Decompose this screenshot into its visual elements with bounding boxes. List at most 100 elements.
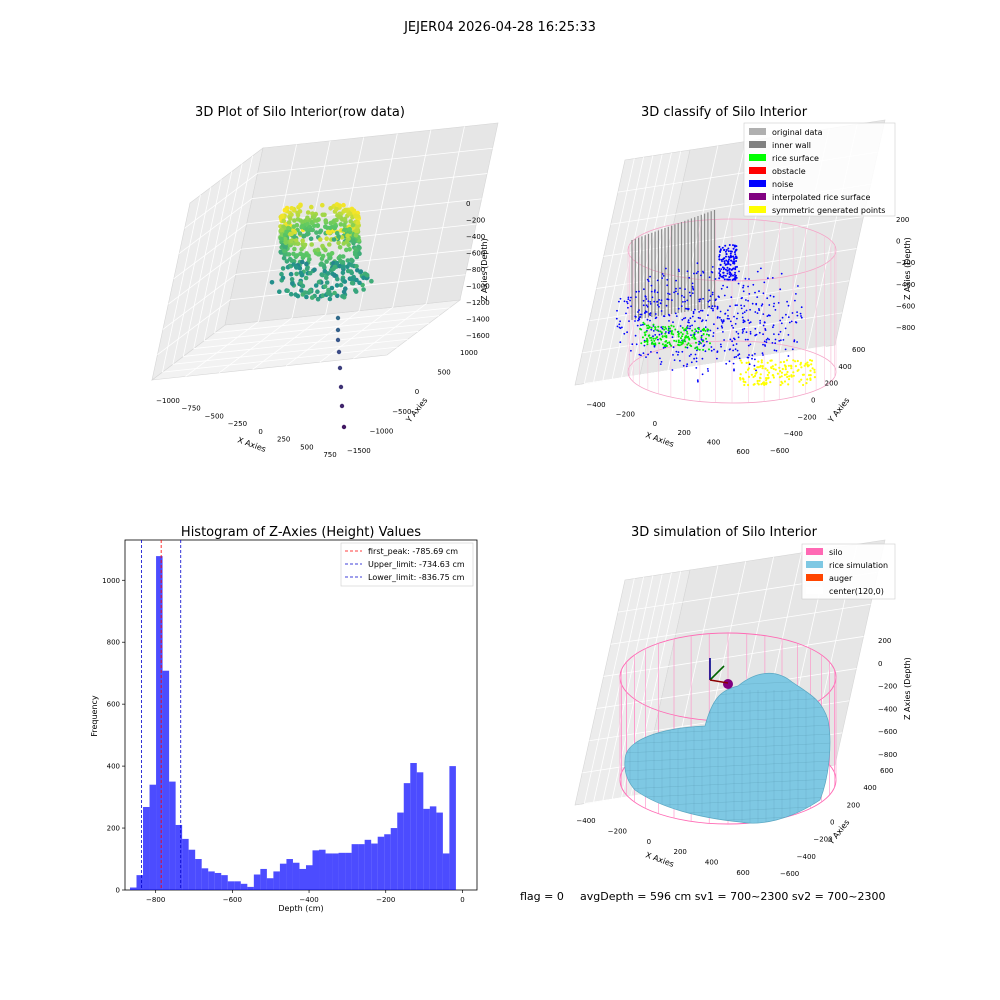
raw-point [301,233,307,239]
noise-point [693,357,695,360]
noise-point [711,271,714,274]
classify3d-x-tick-label: 200 [678,429,691,437]
grid-line [204,315,440,342]
symmetric-point [807,364,811,367]
noise-point [660,299,663,302]
noise-point [637,319,639,322]
noise-point [751,302,754,305]
raw-point [286,252,292,257]
noise-point [725,362,728,365]
hist-bar [247,886,254,890]
noise-point [766,315,769,317]
noise-point [734,255,737,258]
symmetric-point [747,361,750,364]
noise-point [736,265,738,268]
noise-point [800,316,803,319]
noise-point [720,268,723,271]
noise-point [781,316,784,319]
noise-point [631,343,634,346]
raw-point [354,277,359,283]
legend-label: silo [829,548,843,557]
noise-point [627,298,630,300]
noise-point [743,311,746,313]
noise-point [692,287,694,290]
raw-point [298,203,303,208]
noise-point [681,318,684,321]
noise-point [630,296,632,299]
raw-point [315,223,321,228]
noise-point [779,319,782,322]
noise-point [659,357,661,360]
symmetric-point [769,381,772,384]
symmetric-point [778,366,781,369]
rice-surface-point [652,323,655,326]
noise-point [702,345,705,347]
rice-surface-point [683,329,686,332]
noise-point [748,293,751,295]
raw3d-z-tick-label: −200 [466,217,485,225]
noise-point [630,305,632,308]
noise-point [726,272,729,275]
noise-point [795,293,797,295]
rice-surface-point [667,325,670,328]
raw-point [357,280,362,286]
auger-x-arrow [709,679,729,684]
symmetric-point [794,365,798,368]
noise-point [734,276,737,279]
noise-point [716,327,719,330]
noise-point [748,354,750,356]
hist-bar [221,875,228,890]
hist-bar [436,812,443,890]
classify3d-z-tick-label: 0 [896,238,900,246]
raw-point [288,216,293,221]
rice-surface-point [652,337,655,340]
symmetric-point [798,380,801,383]
noise-point [692,288,695,291]
raw-point [289,206,295,211]
noise-point [710,349,713,352]
hist-y-tick-label: 800 [107,639,120,647]
raw3d-x-tick-label: 750 [323,451,336,459]
symmetric-point [783,373,787,376]
noise-point [788,321,791,324]
rice-surface-point [662,325,664,328]
noise-point [640,354,642,357]
raw-point [303,275,309,281]
raw-point [298,280,303,286]
symmetric-point [784,365,787,368]
noise-point [728,271,731,274]
noise-point [626,300,628,303]
raw-point [335,276,340,282]
noise-point [729,348,731,350]
raw-point [328,220,334,226]
raw-point [331,237,337,242]
panel-raw-3d: 3D Plot of Silo Interior(row data) −1000… [150,105,499,459]
noise-point [780,272,783,275]
noise-point [734,278,737,281]
grid-line [358,133,398,311]
noise-point [644,295,647,297]
raw-point [349,276,354,281]
rice-surface-point [640,342,643,345]
grid-line [183,331,419,357]
classify3d-x-tick-label: −400 [586,401,605,409]
rice-surface [624,672,831,824]
noise-point [709,295,712,298]
hist-bar [253,874,261,890]
noise-point [675,287,677,290]
sim3d-y-tick-label: 0 [830,819,834,827]
raw-point [358,269,364,274]
hist-xlabel: Depth (cm) [278,904,323,913]
hist-bar [240,883,248,890]
raw-point [337,254,343,259]
rice-mesh-line [624,733,830,745]
hist-x-tick-label: −200 [376,896,395,904]
raw-point [324,236,330,241]
noise-point [734,268,737,271]
noise-point [726,317,729,320]
noise-point [736,349,739,352]
legend-swatch [749,180,766,187]
noise-point [660,332,663,335]
symmetric-point [787,364,791,367]
rice-surface-point [701,340,704,343]
